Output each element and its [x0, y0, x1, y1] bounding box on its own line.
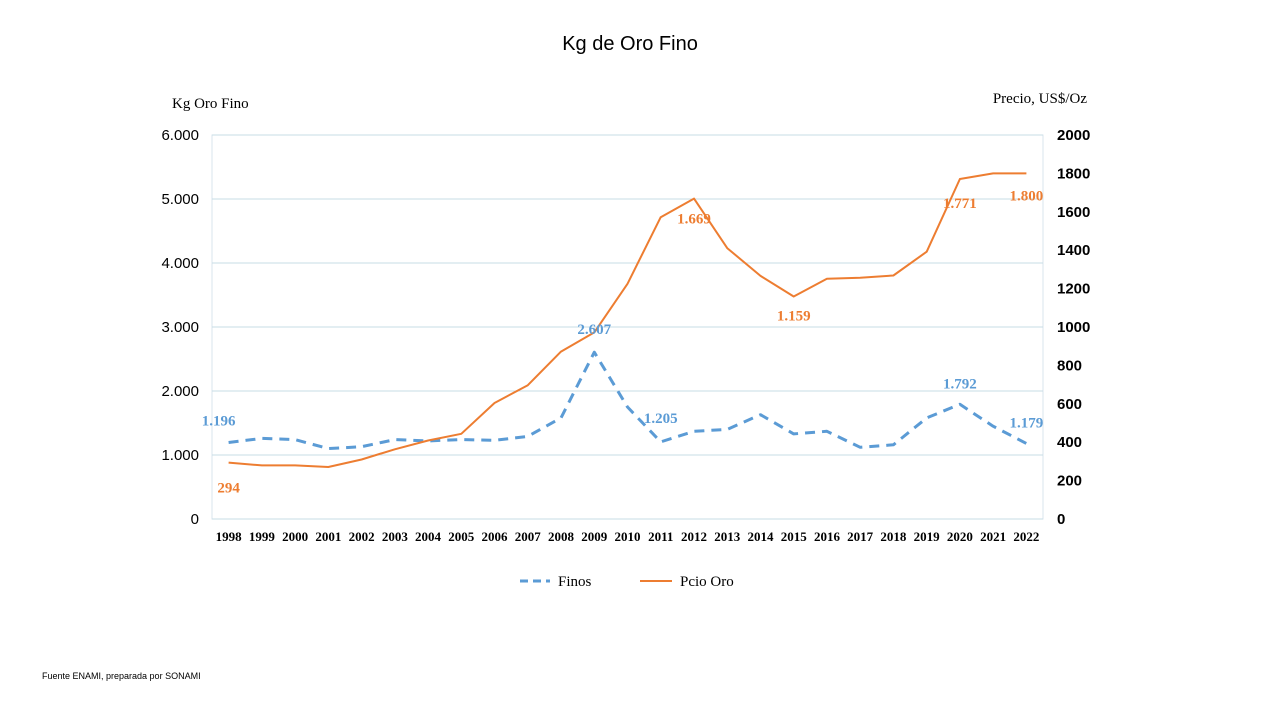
y-tick-label: 1.000 — [161, 447, 199, 464]
x-tick-label: 2019 — [914, 529, 941, 544]
y-tick-label: 3.000 — [161, 319, 199, 336]
x-tick-label: 2002 — [349, 529, 375, 544]
x-tick-label: 2021 — [980, 529, 1006, 544]
y2-tick-label: 600 — [1057, 396, 1082, 413]
y-axis-title: Kg Oro Fino — [172, 96, 249, 112]
legend: Finos Pcio Oro — [520, 574, 734, 590]
legend-pcio-oro-label: Pcio Oro — [680, 574, 734, 590]
x-tick-label: 2012 — [681, 529, 707, 544]
y2-axis-ticks: 0 200 400 600 800 1000 1200 1400 1600 1800 2000 — [1057, 127, 1090, 528]
grid — [211, 134, 1044, 520]
data-label: 1.792 — [943, 376, 977, 392]
x-tick-label: 2022 — [1013, 529, 1039, 544]
y-tick-label: 2.000 — [161, 383, 199, 400]
x-tick-label: 2015 — [781, 529, 808, 544]
series-line-pcio-oro — [228, 172, 1027, 468]
x-tick-label: 2018 — [880, 529, 907, 544]
y2-tick-label: 400 — [1057, 434, 1082, 451]
x-tick-label: 1998 — [216, 529, 243, 544]
data-label: 2.607 — [577, 322, 611, 338]
y-tick-label: 4.000 — [161, 255, 199, 272]
data-label: 1.800 — [1010, 188, 1044, 204]
x-tick-label: 2004 — [415, 529, 442, 544]
x-axis-ticks: 1998 1999 2000 2001 2002 2003 2004 2005 2006 2007… — [216, 529, 1040, 544]
x-tick-label: 2006 — [482, 529, 509, 544]
y2-tick-label: 1400 — [1057, 242, 1090, 259]
chart-title: Kg de Oro Fino — [562, 33, 698, 55]
x-tick-label: 2016 — [814, 529, 841, 544]
data-label: 1.159 — [777, 308, 811, 324]
x-tick-label: 2010 — [615, 529, 641, 544]
data-label: 1.196 — [202, 413, 236, 429]
x-tick-label: 2011 — [648, 529, 673, 544]
x-tick-label: 2000 — [282, 529, 308, 544]
y2-tick-label: 0 — [1057, 511, 1065, 528]
y2-tick-label: 200 — [1057, 473, 1082, 490]
x-tick-label: 2013 — [714, 529, 741, 544]
y2-tick-label: 2000 — [1057, 127, 1090, 144]
data-label: 294 — [217, 481, 240, 497]
y-tick-label: 6.000 — [161, 127, 199, 144]
x-tick-label: 2014 — [747, 529, 774, 544]
data-label: 1.771 — [943, 196, 977, 212]
x-tick-label: 2008 — [548, 529, 575, 544]
y-axis-ticks: 0 1.000 2.000 3.000 4.000 5.000 6.000 — [161, 127, 199, 528]
x-tick-label: 2020 — [947, 529, 973, 544]
y2-tick-label: 1600 — [1057, 204, 1090, 221]
x-tick-label: 2005 — [448, 529, 475, 544]
y-tick-label: 0 — [191, 511, 199, 528]
x-tick-label: 2001 — [315, 529, 341, 544]
source-note: Fuente ENAMI, preparada por SONAMI — [42, 671, 201, 681]
y2-tick-label: 1000 — [1057, 319, 1090, 336]
x-tick-label: 2003 — [382, 529, 409, 544]
series-lines — [228, 172, 1028, 468]
data-label: 1.179 — [1010, 416, 1044, 432]
x-tick-label: 1999 — [249, 529, 276, 544]
y-tick-label: 5.000 — [161, 191, 199, 208]
y2-tick-label: 800 — [1057, 357, 1082, 374]
legend-finos-label: Finos — [558, 574, 592, 590]
data-label: 1.669 — [677, 212, 711, 228]
y2-tick-label: 1200 — [1057, 281, 1090, 298]
y2-axis-title: Precio, US$/Oz — [993, 91, 1087, 107]
data-label: 1.205 — [644, 411, 678, 427]
x-tick-label: 2007 — [515, 529, 542, 544]
x-tick-label: 2009 — [581, 529, 608, 544]
series-line-finos — [228, 350, 1028, 451]
x-tick-label: 2017 — [847, 529, 874, 544]
data-labels: 1.196 2.607 1.205 1.792 1.179 294 1.669 1.159 1.… — [202, 188, 1044, 496]
y2-tick-label: 1800 — [1057, 165, 1090, 182]
